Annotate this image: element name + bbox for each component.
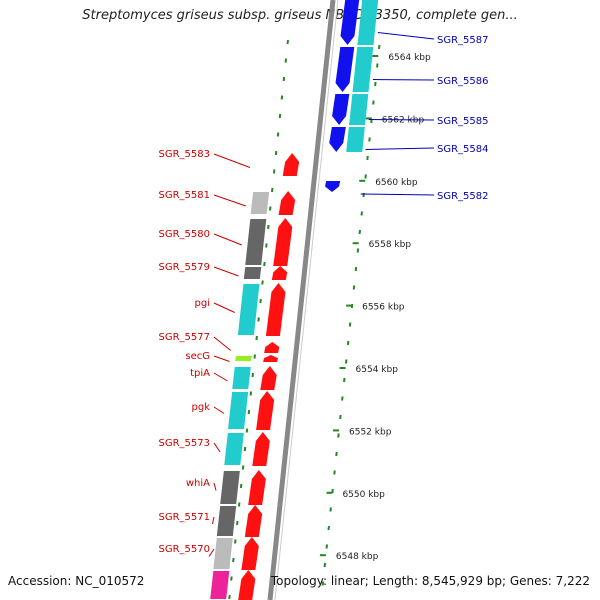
forward-gene-arrow [278,191,296,215]
label-leader [213,406,225,414]
backbone [267,0,339,600]
label-leader [360,193,435,196]
scale-label: 6550 kbp [342,490,385,500]
gene-arrows [238,0,360,600]
cog-bar-cyan [232,367,251,389]
forward-gene-label: SGR_5581 [159,190,211,201]
forward-gene-label: SGR_5579 [159,262,211,273]
cog-bar-darkgray [245,219,267,265]
reverse-gene-label: SGR_5582 [437,191,489,202]
label-leader [213,302,235,313]
cog-bar-cyan [228,392,249,429]
cog-bar-darkgray [243,267,262,279]
label-leader [377,32,435,40]
left-tick-dots [228,39,289,600]
reverse-gene-arrow [335,47,355,92]
label-leader [365,147,435,150]
forward-gene-arrow [260,366,277,390]
reverse-gene-arrow [329,127,346,152]
cog-bar-cyan [357,0,379,45]
reverse-gene-label: SGR_5586 [437,76,489,87]
label-leader [213,233,242,246]
cog-bars [210,0,379,599]
forward-gene-arrow [248,470,266,505]
label-leader [213,266,239,277]
forward-gene-label: SGR_5571 [159,512,211,523]
scale-label: 6562 kbp [382,115,425,125]
cog-bar-lightgray [250,192,270,214]
forward-gene-arrow [265,283,286,336]
cog-bar-cyan [352,47,374,92]
reverse-gene-arrow [340,0,360,45]
label-leader [213,372,228,382]
forward-gene-label: SGR_5583 [159,149,211,160]
label-leader [213,442,221,453]
forward-gene-label: tpiA [190,368,210,379]
map-title: Streptomyces griseus subsp. griseus NBRC… [82,8,518,23]
scale-label: 6560 kbp [375,178,418,188]
scale-label: 6564 kbp [388,53,431,63]
forward-gene-arrow [241,537,259,570]
forward-gene-label: SGR_5577 [159,332,211,343]
forward-gene-arrow [256,391,275,430]
scale-label: 6554 kbp [356,365,399,375]
genome-summary: Topology: linear; Length: 8,545,929 bp; … [270,574,590,588]
forward-gene-arrow [282,153,300,176]
cog-bar-lime [235,356,252,361]
cog-bar-darkgray [216,506,237,536]
scale-ticks: 6564 kbp 6562 kbp 6560 kbp 6558 kbp 6556 kbp… [228,39,431,600]
scale-label: 6548 kbp [336,552,379,562]
backbone-line [267,0,336,600]
label-leader [213,482,217,491]
label-leader [213,194,247,207]
label-leader [212,516,215,525]
label-leader [368,119,435,121]
cog-bar-darkgray [220,471,240,504]
forward-gene-arrow [273,218,293,266]
reverse-gene-arrow [325,181,341,192]
forward-gene-label: pgk [192,402,211,413]
cog-bar-cyan [349,94,369,125]
reverse-gene-label: SGR_5585 [437,116,489,127]
forward-gene-arrow [263,355,278,362]
forward-gene-label: secG [185,351,210,362]
scale-label: 6556 kbp [362,303,405,313]
forward-gene-label: SGR_5580 [159,229,211,240]
scale-label: 6558 kbp [369,240,412,250]
cog-bar-magenta [210,571,230,599]
right-tick-dots [321,44,381,586]
reverse-gene-label: SGR_5584 [437,144,489,155]
label-leader [208,548,215,557]
label-leader [213,336,232,351]
label-leader [213,153,251,168]
forward-gene-arrow [271,266,288,280]
cog-bar-cyan [224,433,244,465]
forward-gene-arrow [244,505,263,537]
label-leader [213,355,230,362]
reverse-gene-arrow [332,94,350,125]
cog-bar-cyan [346,127,365,152]
forward-gene-arrow [264,342,280,353]
cog-bar-cyan [237,284,260,335]
backbone-highlight [274,0,339,600]
accession-label: Accession: NC_010572 [8,574,145,588]
forward-gene-label: pgi [195,298,210,309]
forward-gene-label: SGR_5573 [159,438,211,449]
forward-gene-arrow [252,432,270,466]
scale-label: 6552 kbp [349,427,392,437]
forward-gene-label: SGR_5570 [159,544,211,555]
reverse-gene-label: SGR_5587 [437,35,489,46]
forward-gene-arrow [238,570,256,600]
forward-gene-label: whiA [186,478,210,489]
cog-bar-lightgray [213,538,233,569]
label-leader [372,79,435,81]
